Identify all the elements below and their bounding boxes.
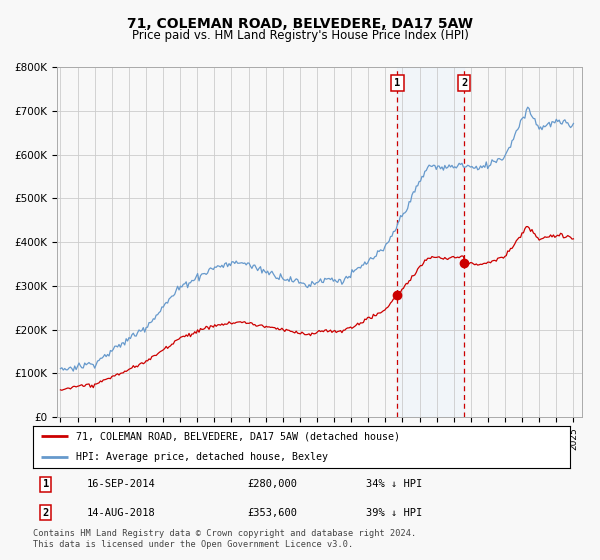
Text: HPI: Average price, detached house, Bexley: HPI: Average price, detached house, Bexl… bbox=[76, 452, 328, 462]
Text: 1: 1 bbox=[43, 479, 49, 489]
Text: 71, COLEMAN ROAD, BELVEDERE, DA17 5AW: 71, COLEMAN ROAD, BELVEDERE, DA17 5AW bbox=[127, 17, 473, 31]
Bar bbox=[397, 67, 464, 417]
Text: £280,000: £280,000 bbox=[248, 479, 298, 489]
Text: Contains HM Land Registry data © Crown copyright and database right 2024.
This d: Contains HM Land Registry data © Crown c… bbox=[33, 529, 416, 549]
Text: £353,600: £353,600 bbox=[248, 507, 298, 517]
Text: 2: 2 bbox=[461, 78, 467, 88]
Text: Price paid vs. HM Land Registry's House Price Index (HPI): Price paid vs. HM Land Registry's House … bbox=[131, 29, 469, 42]
Text: 2: 2 bbox=[43, 507, 49, 517]
Text: 39% ↓ HPI: 39% ↓ HPI bbox=[366, 507, 422, 517]
Text: 14-AUG-2018: 14-AUG-2018 bbox=[87, 507, 155, 517]
Text: 16-SEP-2014: 16-SEP-2014 bbox=[87, 479, 155, 489]
Text: 34% ↓ HPI: 34% ↓ HPI bbox=[366, 479, 422, 489]
Text: 71, COLEMAN ROAD, BELVEDERE, DA17 5AW (detached house): 71, COLEMAN ROAD, BELVEDERE, DA17 5AW (d… bbox=[76, 431, 400, 441]
Text: 1: 1 bbox=[394, 78, 401, 88]
